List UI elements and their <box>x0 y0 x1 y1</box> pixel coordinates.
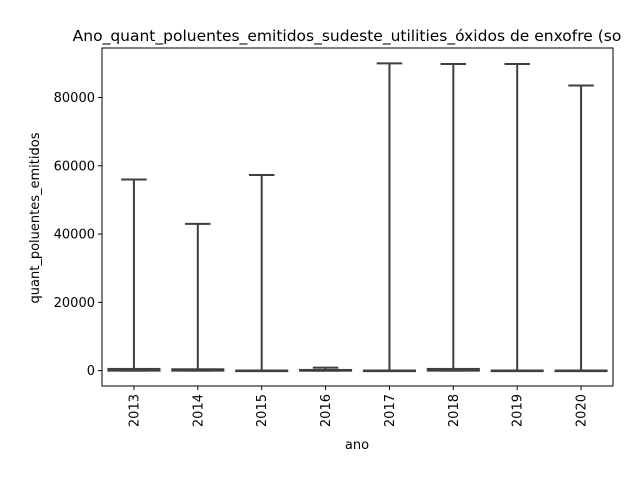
y-axis: 0 20000 40000 60000 80000 <box>54 91 102 379</box>
x-tick-label: 2016 <box>319 394 334 427</box>
y-tick-label: 20000 <box>54 296 95 311</box>
x-axis-label: ano <box>345 438 369 453</box>
x-tick-label: 2018 <box>447 394 462 427</box>
box-2014 <box>171 222 225 372</box>
x-tick-label: 2015 <box>255 394 270 427</box>
chart-title: Ano_quant_poluentes_emitidos_sudeste_uti… <box>73 27 622 46</box>
box-2013 <box>107 178 161 372</box>
plot-area-frame <box>101 47 614 387</box>
y-tick-label: 40000 <box>54 228 95 243</box>
y-axis-label: quant_poluentes_emitidos <box>28 132 43 303</box>
x-tick-label: 2017 <box>383 394 398 427</box>
y-tick-label: 0 <box>87 364 95 379</box>
x-tick-label: 2014 <box>191 394 206 427</box>
box-2016 <box>299 366 353 372</box>
x-tick-label: 2013 <box>127 394 142 427</box>
y-tick-label: 80000 <box>54 91 95 106</box>
box-2018 <box>426 63 480 372</box>
x-tick-label: 2019 <box>511 394 526 427</box>
box-2015 <box>235 174 289 373</box>
x-tick-label: 2020 <box>575 394 590 427</box>
box-2017 <box>362 62 416 373</box>
y-tick-label: 60000 <box>54 159 95 174</box>
box-2019 <box>490 63 544 373</box>
box-series <box>107 62 608 373</box>
x-axis: 2013 2014 2015 2016 2017 2018 2019 2020 <box>127 386 590 427</box>
box-2020 <box>554 84 608 373</box>
